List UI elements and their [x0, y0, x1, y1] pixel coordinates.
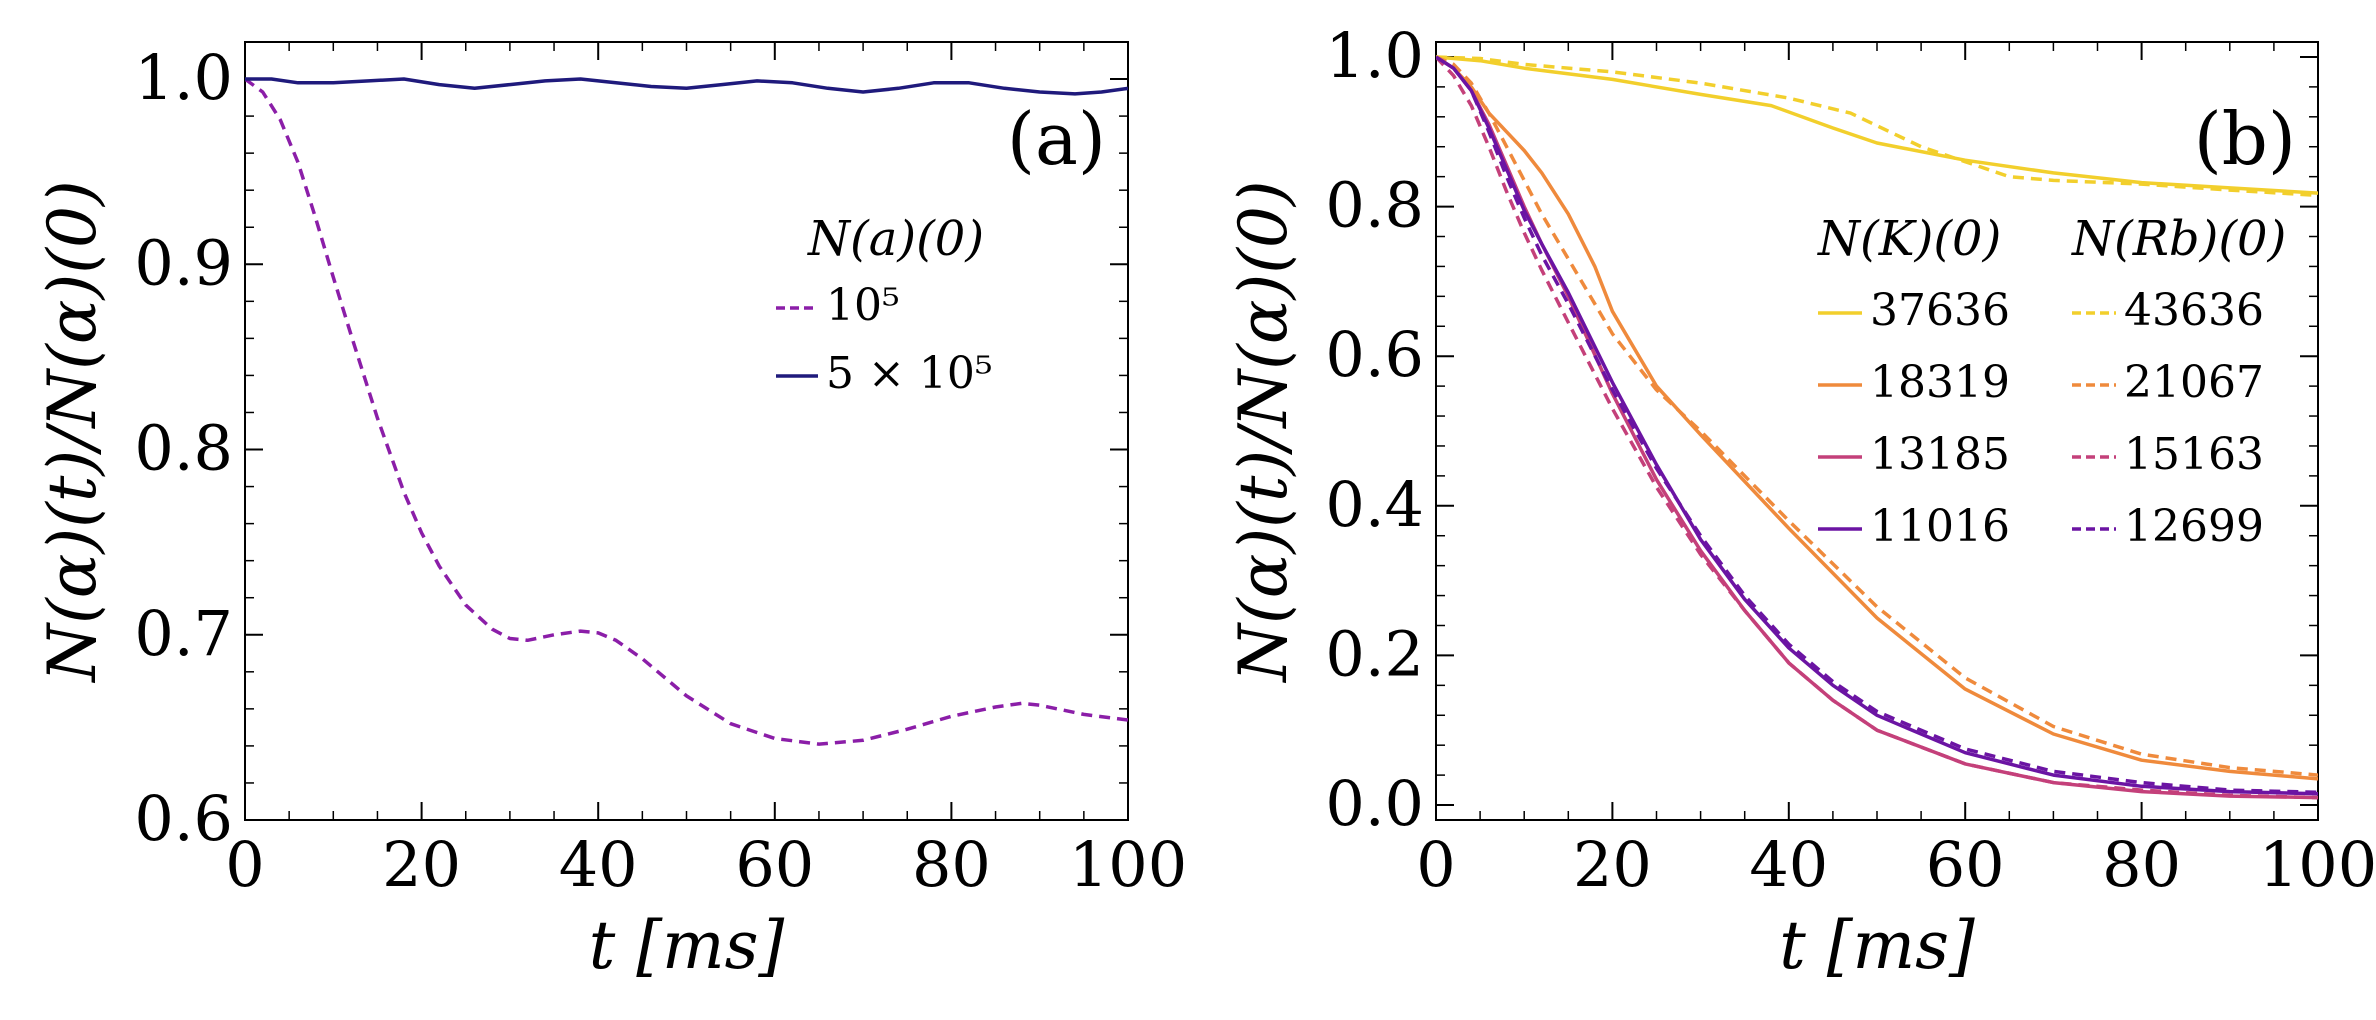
- legend-entry: 12699: [2124, 501, 2264, 552]
- x-tick-label: 60: [735, 828, 814, 901]
- x-tick-label: 60: [1926, 828, 2005, 901]
- legend-entry: 21067: [2124, 357, 2264, 408]
- legend-title: N(a)(0): [807, 211, 984, 267]
- panel-a: 0 20 40 60 80 100 0.6 0.7 0.8 0.9 1.0 t [ms] N(α)(t)…: [34, 41, 1187, 984]
- y-tick-label: 0.4: [1325, 468, 1424, 541]
- legend-entry: 11016: [1870, 501, 2010, 552]
- y-tick-label: 0.9: [134, 226, 233, 299]
- legend-entry: 18319: [1870, 357, 2010, 408]
- y-tick-label: 0.6: [1325, 318, 1424, 391]
- series-line-10-: [245, 77, 1128, 746]
- legend-column-title: N(K)(0): [1817, 211, 2001, 267]
- x-tick-label: 20: [1573, 828, 1652, 901]
- x-tick-label: 20: [382, 828, 461, 901]
- legend-column-title: N(Rb)(0): [2071, 211, 2286, 267]
- y-axis-label: N(α)(t)/N(α)(0): [1225, 180, 1302, 683]
- y-tick-label: 1.0: [134, 41, 233, 114]
- panel-b: 0 20 40 60 80 100 0.0 0.2 0.4 0.6 0.8 1.0 t [ms] N(α)…: [1225, 19, 2376, 984]
- series-line-43636: [1436, 55, 2318, 198]
- y-tick-label: 0.8: [134, 412, 233, 485]
- x-axis-label: t [ms]: [589, 907, 785, 984]
- x-tick-label: 80: [912, 828, 991, 901]
- x-tick-label: 100: [2259, 828, 2376, 901]
- series-line-5-10-: [245, 77, 1128, 96]
- y-tick-label: 0.0: [1325, 767, 1424, 840]
- x-tick-label: 0: [225, 828, 264, 901]
- y-tick-label: 0.6: [134, 782, 233, 855]
- legend-entry: 43636: [2124, 285, 2264, 336]
- legend-entry: 10⁵: [826, 280, 900, 331]
- legend-entry: 15163: [2124, 429, 2264, 480]
- x-tick-label: 0: [1416, 828, 1455, 901]
- x-tick-label: 80: [2102, 828, 2181, 901]
- x-tick-label: 40: [1749, 828, 1828, 901]
- y-tick-label: 1.0: [1325, 19, 1424, 92]
- series-line-12699: [1436, 55, 2318, 795]
- legend-entry: 5 × 10⁵: [826, 348, 992, 399]
- series-line-15163: [1436, 55, 2318, 800]
- y-tick-label: 0.2: [1325, 617, 1424, 690]
- legend-entry: 37636: [1870, 285, 2010, 336]
- x-axis-label: t [ms]: [1779, 907, 1975, 984]
- series-line-21067: [1436, 55, 2318, 777]
- y-axis-label: N(α)(t)/N(α)(0): [34, 180, 111, 683]
- y-tick-label: 0.7: [134, 597, 233, 670]
- panel-label: (b): [2194, 97, 2296, 181]
- x-tick-label: 100: [1069, 828, 1187, 901]
- panel-label: (a): [1007, 97, 1106, 181]
- legend-entry: 13185: [1870, 429, 2010, 480]
- y-tick-label: 0.8: [1325, 169, 1424, 242]
- x-tick-label: 40: [559, 828, 638, 901]
